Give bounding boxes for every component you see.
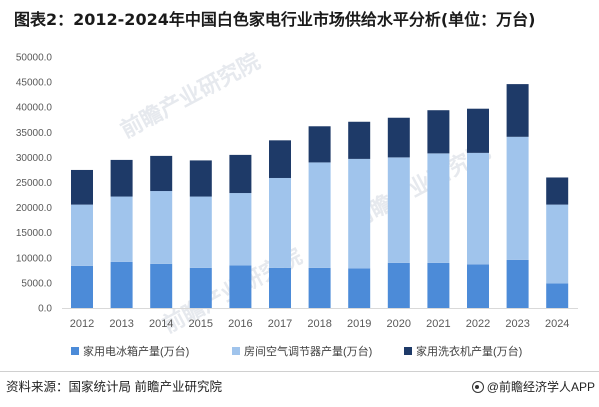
x-tick-label-2021: 2021 <box>426 318 450 330</box>
bar-series1-2019 <box>348 268 371 308</box>
bar-series2-2017 <box>269 177 291 268</box>
bar-series2-2015 <box>189 196 212 268</box>
watermark-text: 前瞻产业研究院 <box>116 48 264 142</box>
bar-series3-2022 <box>467 108 489 153</box>
y-axis: 0.0 5000.0 10000.0 15000.0 20000.0 25000.0 300… <box>16 53 53 315</box>
bar-series2-2016 <box>229 193 252 266</box>
bar-series2-2020 <box>387 157 410 263</box>
x-tick-label-2016: 2016 <box>228 318 252 330</box>
legend-swatch-3 <box>404 347 412 355</box>
bar-series2-2012 <box>71 204 93 266</box>
y-tick-label-40000: 40000.0 <box>16 103 53 114</box>
bar-series1-2017 <box>269 267 291 308</box>
bar-series1-2013 <box>110 261 133 308</box>
legend-item-1: 家用电冰箱产量(万台) <box>71 344 189 358</box>
x-tick-label-2012: 2012 <box>70 318 94 330</box>
bar-series3-2023 <box>506 84 529 137</box>
x-tick-label-2017: 2017 <box>268 318 292 330</box>
legend-swatch-2 <box>232 347 240 355</box>
x-tick-label-2020: 2020 <box>387 318 411 330</box>
bar-series1-2016 <box>229 265 252 308</box>
bar-series1-2021 <box>427 262 450 308</box>
bar-series3-2018 <box>308 126 331 163</box>
bar-series1-2012 <box>71 265 93 308</box>
legend-swatch-1 <box>71 347 79 355</box>
bar-series2-2018 <box>308 162 331 268</box>
y-tick-label-20000: 20000.0 <box>16 203 53 214</box>
footer-divider <box>0 371 599 372</box>
bars <box>71 84 569 308</box>
legend-label-3: 家用洗衣机产量(万台) <box>416 344 522 358</box>
y-tick-label-35000: 35000.0 <box>16 128 53 139</box>
bar-series3-2020 <box>387 117 410 158</box>
y-tick-label-30000: 30000.0 <box>16 153 53 164</box>
bar-series2-2024 <box>546 204 569 284</box>
bar-series2-2013 <box>110 196 133 262</box>
bar-series3-2015 <box>189 160 212 197</box>
y-tick-label-10000: 10000.0 <box>16 253 53 264</box>
legend-label-2: 房间空气调节器产量(万台) <box>244 344 372 358</box>
y-tick-label-0: 0.0 <box>38 304 52 315</box>
y-tick-label-5000: 5000.0 <box>21 278 52 289</box>
bar-series2-2023 <box>506 136 529 260</box>
bar-series1-2018 <box>308 267 331 308</box>
bar-series2-2022 <box>467 152 489 265</box>
legend-label-1: 家用电冰箱产量(万台) <box>83 344 189 358</box>
bar-series3-2013 <box>110 159 133 197</box>
bar-series2-2019 <box>348 158 371 269</box>
legend-item-3: 家用洗衣机产量(万台) <box>404 344 522 358</box>
bar-series3-2012 <box>71 169 93 205</box>
x-tick-label-2024: 2024 <box>545 318 569 330</box>
bar-series1-2015 <box>189 267 212 308</box>
y-tick-label-50000: 50000.0 <box>16 53 53 64</box>
bar-series3-2016 <box>229 154 252 194</box>
x-tick-label-2023: 2023 <box>505 318 529 330</box>
y-tick-label-15000: 15000.0 <box>16 228 53 239</box>
bar-series3-2021 <box>427 110 450 154</box>
legend-item-2: 房间空气调节器产量(万台) <box>232 344 372 358</box>
x-tick-label-2015: 2015 <box>189 318 213 330</box>
bar-series1-2020 <box>387 262 410 308</box>
x-tick-label-2018: 2018 <box>307 318 331 330</box>
x-axis: 2012 2013 2014 2015 2016 2017 2018 2019 2020 2021… <box>70 318 570 330</box>
x-tick-label-2019: 2019 <box>347 318 371 330</box>
x-tick-label-2014: 2014 <box>149 318 173 330</box>
bar-series2-2021 <box>427 153 450 263</box>
y-tick-label-45000: 45000.0 <box>16 78 53 89</box>
bar-series3-2019 <box>348 121 371 159</box>
qianzhan-logo-icon <box>471 381 484 393</box>
brand-credit: @前瞻经济学人APP <box>471 378 595 396</box>
x-tick-label-2013: 2013 <box>109 318 133 330</box>
bar-series3-2024 <box>546 177 569 205</box>
source-note: 资料来源：国家统计局 前瞻产业研究院 <box>6 380 222 394</box>
bar-series1-2023 <box>506 259 529 308</box>
bar-series3-2014 <box>150 155 173 192</box>
bar-series1-2022 <box>467 264 489 308</box>
bar-series3-2017 <box>269 140 291 178</box>
bar-series1-2024 <box>546 283 569 308</box>
bar-series1-2014 <box>150 263 173 308</box>
chart-title: 图表2：2012-2024年中国白色家电行业市场供给水平分析(单位：万台) <box>14 10 536 29</box>
bar-series2-2014 <box>150 191 173 264</box>
brand-label: @前瞻经济学人APP <box>486 380 595 394</box>
y-tick-label-25000: 25000.0 <box>16 178 53 189</box>
legend: 家用电冰箱产量(万台) 房间空气调节器产量(万台) 家用洗衣机产量(万台) <box>71 344 522 358</box>
x-tick-label-2022: 2022 <box>466 318 490 330</box>
